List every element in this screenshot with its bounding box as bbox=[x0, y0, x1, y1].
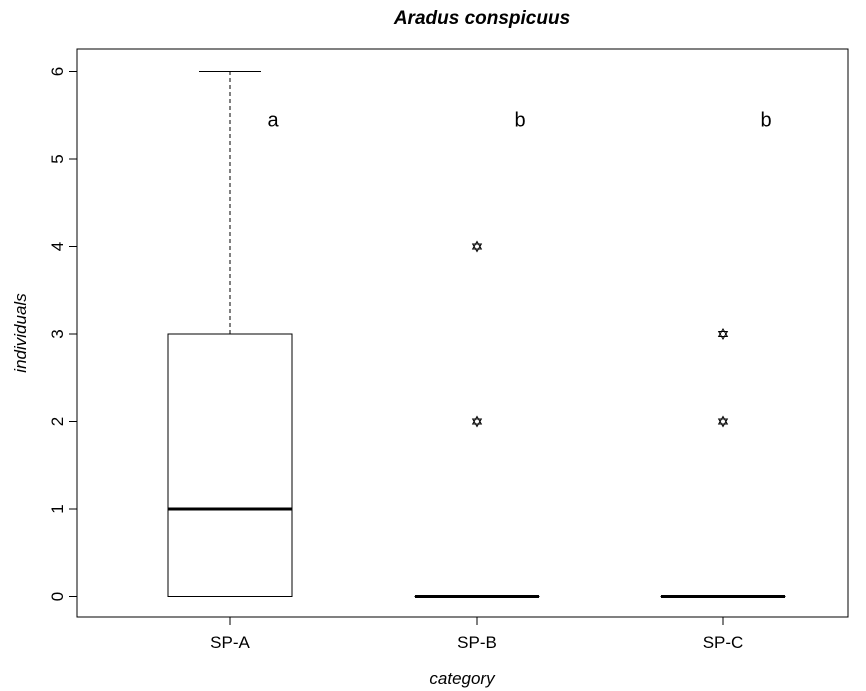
y-axis-label: individuals bbox=[11, 293, 30, 373]
outlier-triangle-up bbox=[471, 240, 483, 250]
box-group-sp-a: a bbox=[167, 71, 293, 597]
y-tick-label: 6 bbox=[48, 67, 67, 76]
x-tick-label: SP-B bbox=[457, 633, 497, 652]
outlier-point bbox=[717, 327, 729, 341]
y-tick-label: 3 bbox=[48, 329, 67, 338]
x-axis-label: category bbox=[429, 669, 496, 688]
outlier-triangle-down bbox=[717, 331, 729, 341]
significance-letter: b bbox=[760, 110, 771, 132]
significance-letter: a bbox=[267, 110, 279, 132]
y-tick-label: 2 bbox=[48, 417, 67, 426]
y-tick-label: 1 bbox=[48, 504, 67, 513]
x-tick-label: SP-C bbox=[703, 633, 744, 652]
box bbox=[167, 333, 293, 597]
outlier-triangle-down bbox=[471, 418, 483, 428]
chart-title: Aradus conspicuus bbox=[393, 8, 570, 29]
y-axis: 0 1 2 3 4 5 6 bbox=[48, 67, 78, 601]
y-tick-label: 0 bbox=[48, 592, 67, 601]
x-tick-label: SP-A bbox=[210, 633, 250, 652]
x-axis: SP-A SP-B SP-C bbox=[210, 616, 744, 652]
outlier-point bbox=[471, 240, 483, 253]
box-group-sp-b: b bbox=[414, 110, 540, 598]
y-tick-label: 4 bbox=[48, 242, 67, 251]
outlier-triangle-down bbox=[471, 243, 483, 253]
significance-letter: b bbox=[514, 110, 525, 132]
y-tick-label: 5 bbox=[48, 154, 67, 163]
outlier-triangle-down bbox=[717, 418, 729, 428]
outlier-point bbox=[471, 415, 483, 428]
outlier-triangle-up bbox=[717, 327, 729, 337]
outlier-triangle-up bbox=[471, 415, 483, 425]
outlier-triangle-up bbox=[717, 415, 729, 425]
outlier-point bbox=[717, 415, 729, 428]
plot-frame bbox=[76, 48, 849, 618]
box-group-sp-c: b bbox=[660, 110, 786, 598]
